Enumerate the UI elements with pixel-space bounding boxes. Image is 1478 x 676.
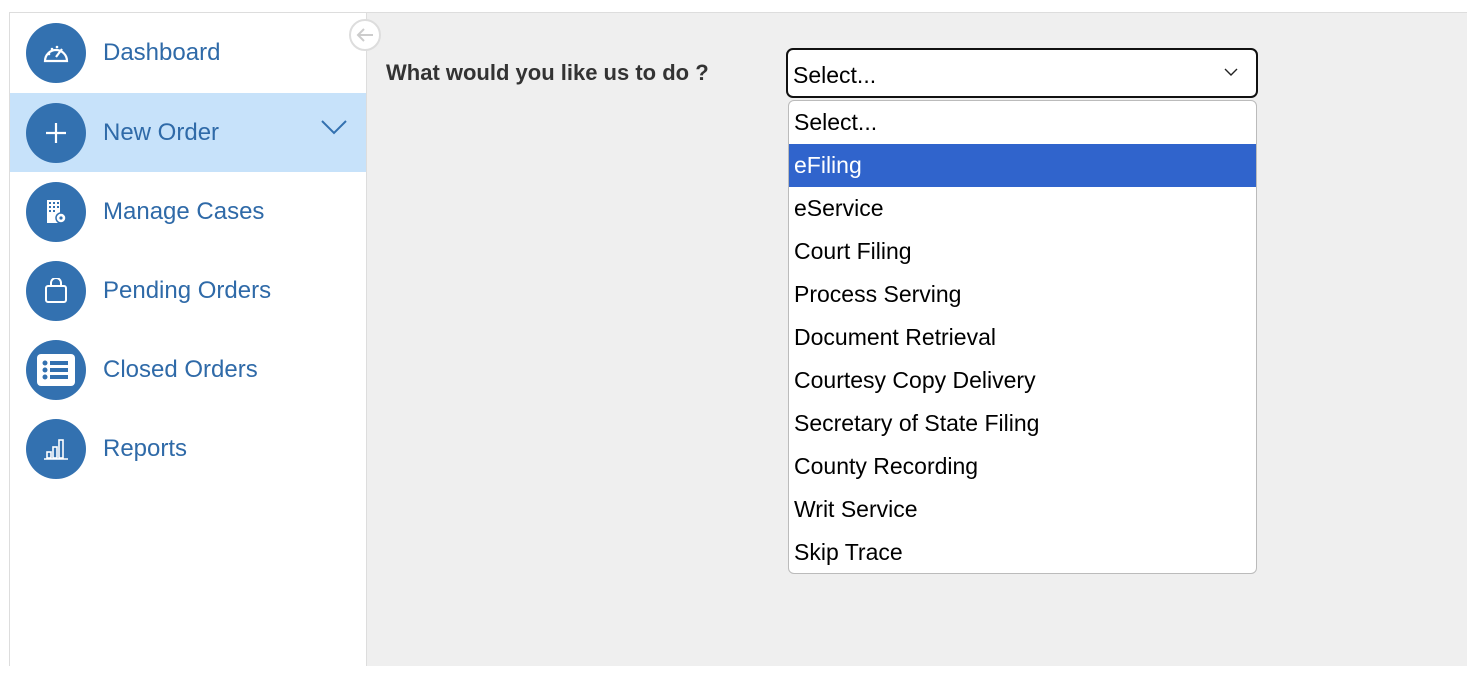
chevron-down-icon[interactable] — [320, 119, 348, 135]
option-writ-service[interactable]: Writ Service — [794, 496, 918, 522]
option-document-retrieval[interactable]: Document Retrieval — [794, 324, 996, 350]
sidebar-item-label: Manage Cases — [103, 197, 265, 225]
service-options-list: Select... eFiling eService Court Filing Proc… — [788, 100, 1257, 574]
option-court-filing[interactable]: Court Filing — [794, 238, 912, 264]
sidebar-item-label: New Order — [103, 118, 220, 146]
sidebar-item-label: Closed Orders — [103, 355, 258, 383]
sidebar-item-label: Pending Orders — [103, 276, 272, 304]
shopping-bag-icon — [26, 260, 86, 321]
option-county-recording[interactable]: County Recording — [794, 453, 979, 479]
building-gear-icon — [26, 181, 86, 242]
option-secretary-of-state-filing[interactable]: Secretary of State Filing — [794, 410, 1040, 436]
sidebar-item-closed-orders[interactable]: Closed Orders — [10, 330, 366, 409]
list-icon — [26, 339, 86, 400]
option-efiling[interactable]: eFiling — [789, 144, 1256, 187]
sidebar: Dashboard New Order Manage Cases Pending… — [9, 12, 366, 666]
collapse-sidebar-button[interactable] — [349, 19, 381, 51]
sidebar-item-manage-cases[interactable]: Manage Cases — [10, 172, 366, 251]
sidebar-item-reports[interactable]: Reports — [10, 409, 366, 488]
question-label: What would you like us to do ? — [386, 60, 709, 85]
select-value: Select... — [793, 62, 877, 88]
sidebar-item-new-order[interactable]: New Order — [10, 93, 366, 172]
sidebar-item-label: Reports — [103, 434, 188, 462]
sidebar-item-pending-orders[interactable]: Pending Orders — [10, 251, 366, 330]
option-select[interactable]: Select... — [794, 109, 878, 135]
bar-chart-icon — [26, 418, 86, 479]
option-process-serving[interactable]: Process Serving — [794, 281, 962, 307]
dashboard-icon — [26, 22, 86, 83]
option-skip-trace[interactable]: Skip Trace — [794, 539, 903, 565]
sidebar-item-label: Dashboard — [103, 38, 221, 66]
arrow-left-icon — [356, 28, 373, 42]
option-courtesy-copy-delivery[interactable]: Courtesy Copy Delivery — [794, 367, 1036, 393]
service-select[interactable]: Select... — [786, 48, 1258, 98]
sidebar-item-dashboard[interactable]: Dashboard — [10, 13, 366, 92]
plus-icon — [26, 102, 86, 163]
chevron-down-icon — [1224, 68, 1238, 76]
option-eservice[interactable]: eService — [794, 195, 884, 221]
